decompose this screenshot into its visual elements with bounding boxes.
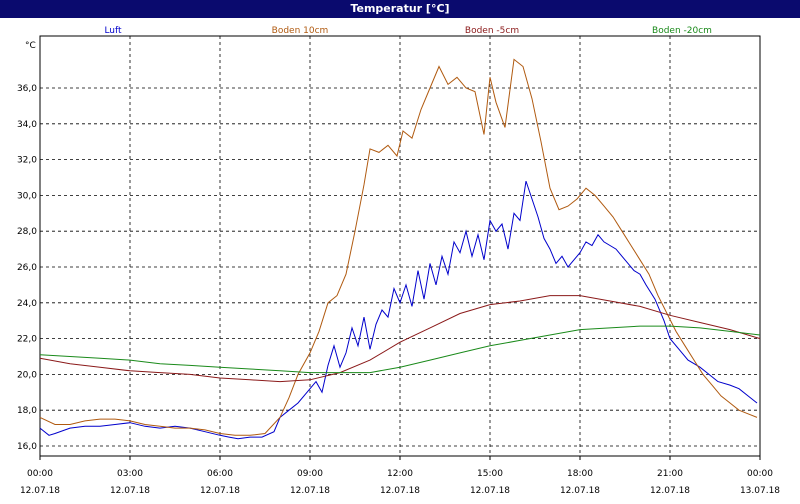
x-tick-time-label: 03:00 <box>117 469 143 479</box>
x-tick-time-label: 18:00 <box>567 469 593 479</box>
x-tick-time-label: 00:00 <box>747 469 773 479</box>
x-tick-date-label: 12.07.18 <box>560 486 600 496</box>
x-tick-time-label: 06:00 <box>207 469 233 479</box>
y-axis-unit-label: °C <box>25 41 36 51</box>
x-tick-time-label: 12:00 <box>387 469 413 479</box>
x-tick-date-label: 12.07.18 <box>110 486 150 496</box>
y-tick-label: 16,0 <box>17 442 37 452</box>
legend-entry: Boden 10cm <box>272 26 329 36</box>
x-tick-time-label: 09:00 <box>297 469 323 479</box>
chart-title: Temperatur [°C] <box>0 0 800 18</box>
temperature-chart: 16,0 18,0 20,0 22,0 24,0 26,0 28,0 30,0 32,0 34,0… <box>17 26 780 496</box>
x-tick-time-label: 21:00 <box>657 469 683 479</box>
x-tick-date-label: 12.07.18 <box>650 486 690 496</box>
x-tick-date-label: 12.07.18 <box>290 486 330 496</box>
y-tick-label: 18,0 <box>17 406 37 416</box>
y-tick-label: 32,0 <box>17 156 37 166</box>
legend-entry: Boden -20cm <box>652 26 712 36</box>
y-tick-label: 20,0 <box>17 370 37 380</box>
y-tick-label: 22,0 <box>17 335 37 345</box>
x-tick-date-label: 13.07.18 <box>740 486 780 496</box>
y-tick-label: 36,0 <box>17 84 37 94</box>
x-tick-date-label: 12.07.18 <box>380 486 420 496</box>
y-tick-label: 26,0 <box>17 263 37 273</box>
x-tick-date-label: 12.07.18 <box>20 486 60 496</box>
legend-entry: Luft <box>104 26 122 36</box>
y-tick-label: 30,0 <box>17 191 37 201</box>
x-tick-time-label: 00:00 <box>27 469 53 479</box>
chart-area: 16,0 18,0 20,0 22,0 24,0 26,0 28,0 30,0 32,0 34,0… <box>0 18 800 500</box>
y-tick-label: 34,0 <box>17 120 37 130</box>
series-line <box>39 180 758 440</box>
y-tick-label: 28,0 <box>17 227 37 237</box>
y-tick-label: 24,0 <box>17 299 37 309</box>
series-line <box>39 58 758 436</box>
legend-entry: Boden -5cm <box>465 26 519 36</box>
x-tick-time-label: 15:00 <box>477 469 503 479</box>
x-tick-date-label: 12.07.18 <box>470 486 510 496</box>
series-line <box>39 325 761 374</box>
series-line <box>39 295 761 383</box>
x-tick-date-label: 12.07.18 <box>200 486 240 496</box>
